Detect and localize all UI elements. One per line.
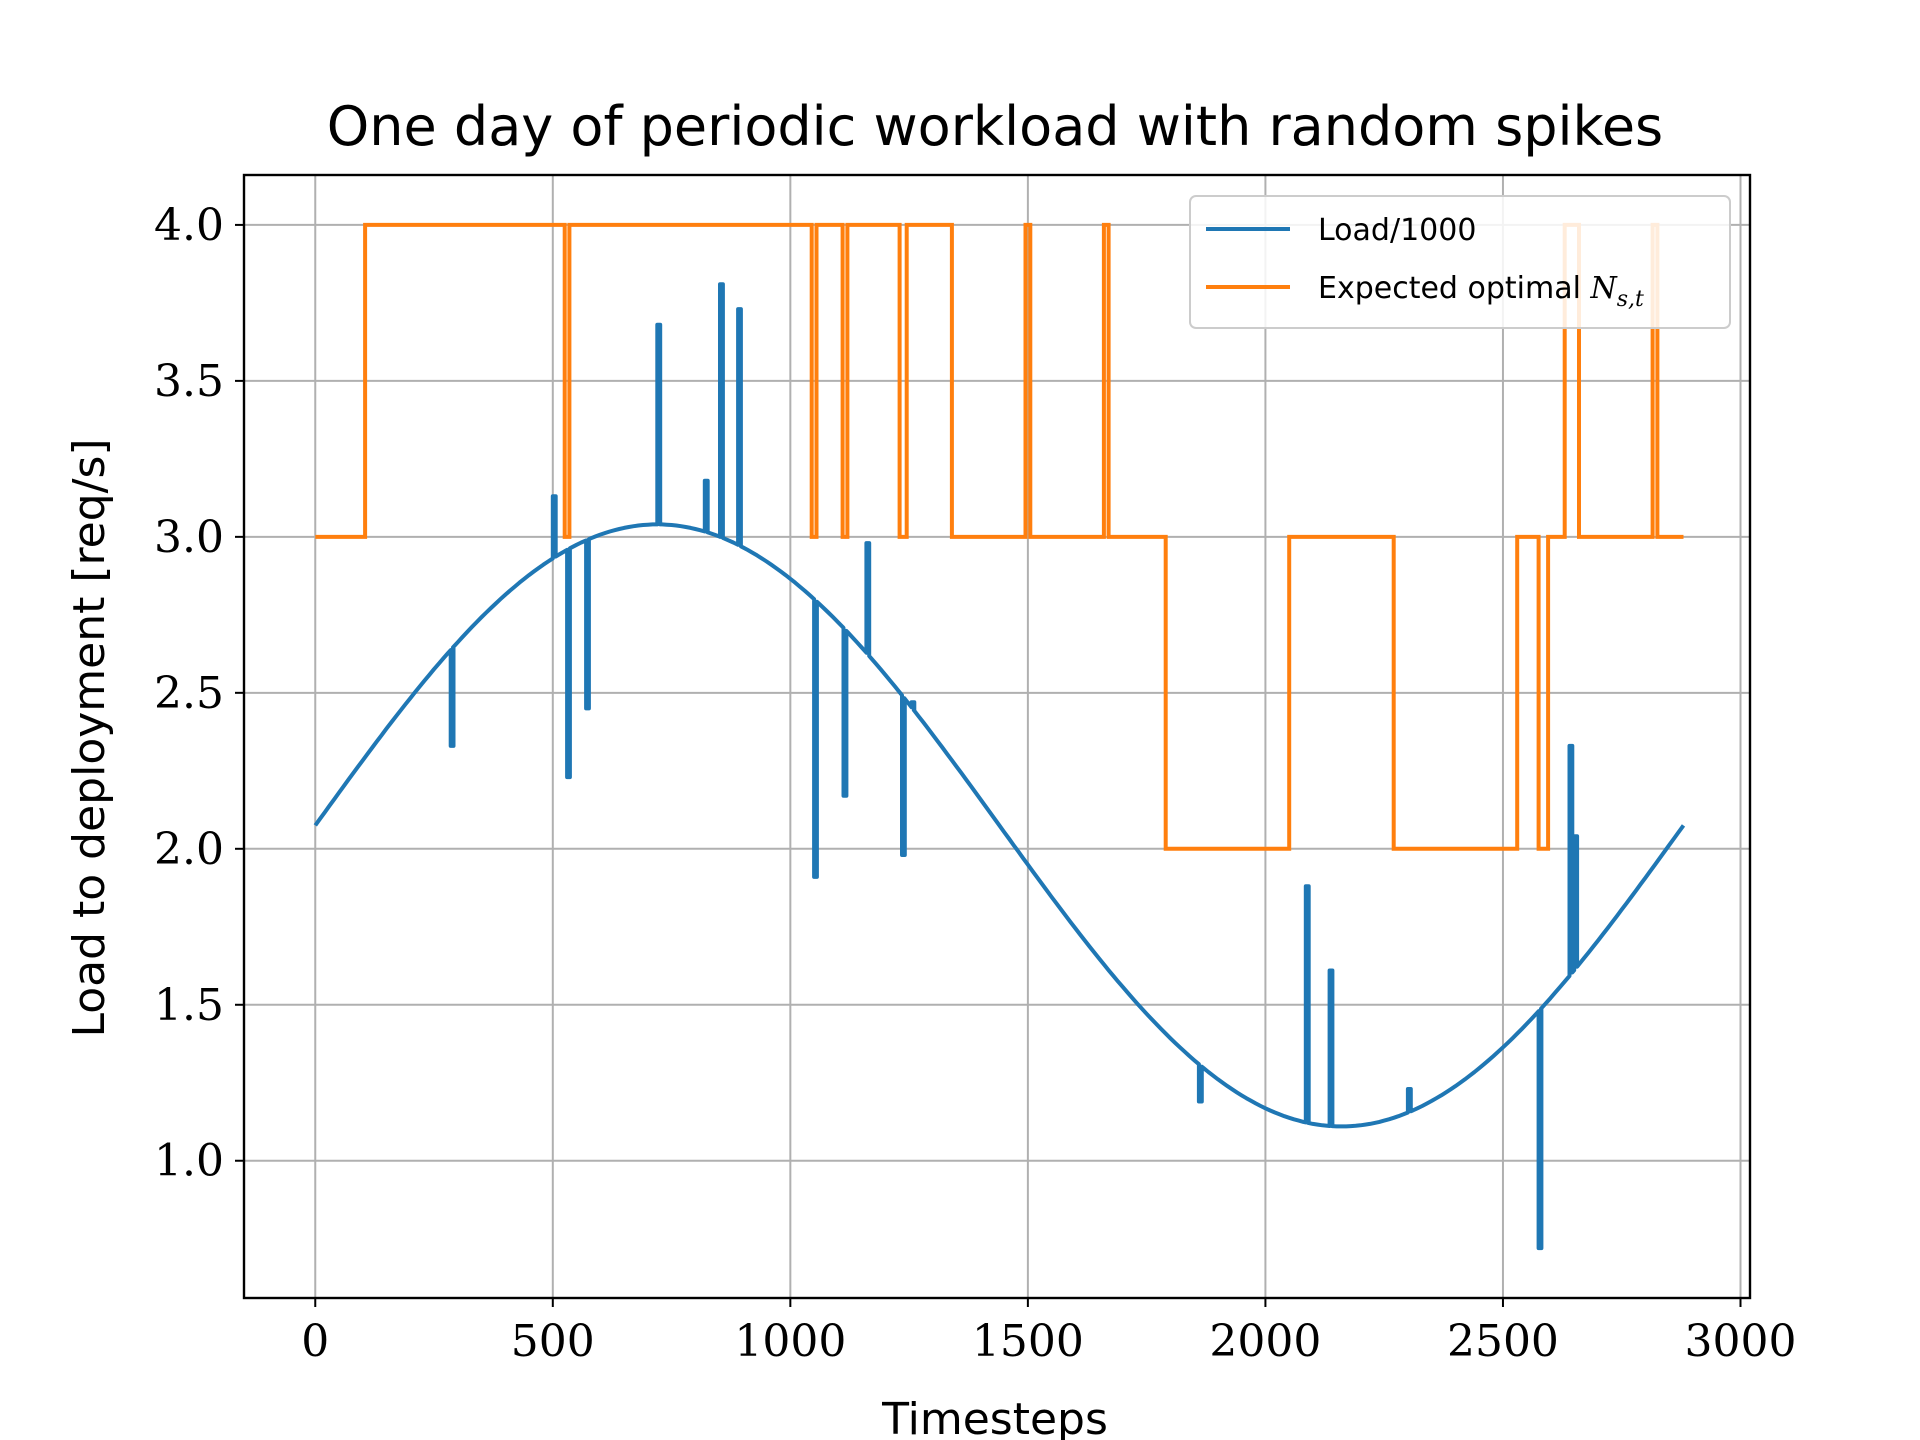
y-tick-label: 3.0 [154, 512, 224, 563]
y-tick-label: 1.0 [154, 1136, 224, 1187]
legend-label-optimal: Expected optimal Ns,t [1318, 271, 1644, 312]
x-tick-label: 2500 [1447, 1316, 1559, 1367]
legend-label-optimal-var: N [1589, 271, 1618, 306]
x-tick-label: 1500 [972, 1316, 1084, 1367]
plot-series [313, 222, 1686, 1251]
x-tick-label: 1000 [734, 1316, 846, 1367]
legend-label-load: Load/1000 [1318, 213, 1476, 248]
legend-label-optimal-prefix: Expected optimal [1318, 271, 1590, 306]
x-tick-label: 500 [511, 1316, 595, 1367]
y-tick-label: 2.5 [154, 668, 224, 719]
legend-label-optimal-sub: s,t [1617, 287, 1644, 312]
y-tick-label: 2.0 [154, 824, 224, 875]
y-tick-label: 4.0 [154, 200, 224, 251]
y-axis-label: Load to deployment [req/s] [64, 438, 115, 1037]
plot-frame [242, 173, 1752, 1300]
y-tick-label: 1.5 [154, 980, 224, 1031]
series-line-load [313, 282, 1686, 1251]
x-tick-label: 3000 [1685, 1316, 1797, 1367]
y-tick-label: 3.5 [154, 356, 224, 407]
legend: Load/1000 Expected optimal Ns,t [1189, 195, 1731, 329]
axis-ticks: 0 500 1000 1500 2000 2500 3000 1.0 1.5 2.0 2.5 3.0 3… [154, 200, 1796, 1367]
legend-box [1189, 195, 1731, 329]
x-tick-label: 0 [301, 1316, 329, 1367]
chart-title: One day of periodic workload with random… [327, 95, 1663, 158]
series-line-optimal [315, 222, 1684, 851]
grid-lines [244, 175, 1750, 1298]
x-tick-label: 2000 [1209, 1316, 1321, 1367]
x-axis-label: Timesteps [881, 1394, 1108, 1440]
